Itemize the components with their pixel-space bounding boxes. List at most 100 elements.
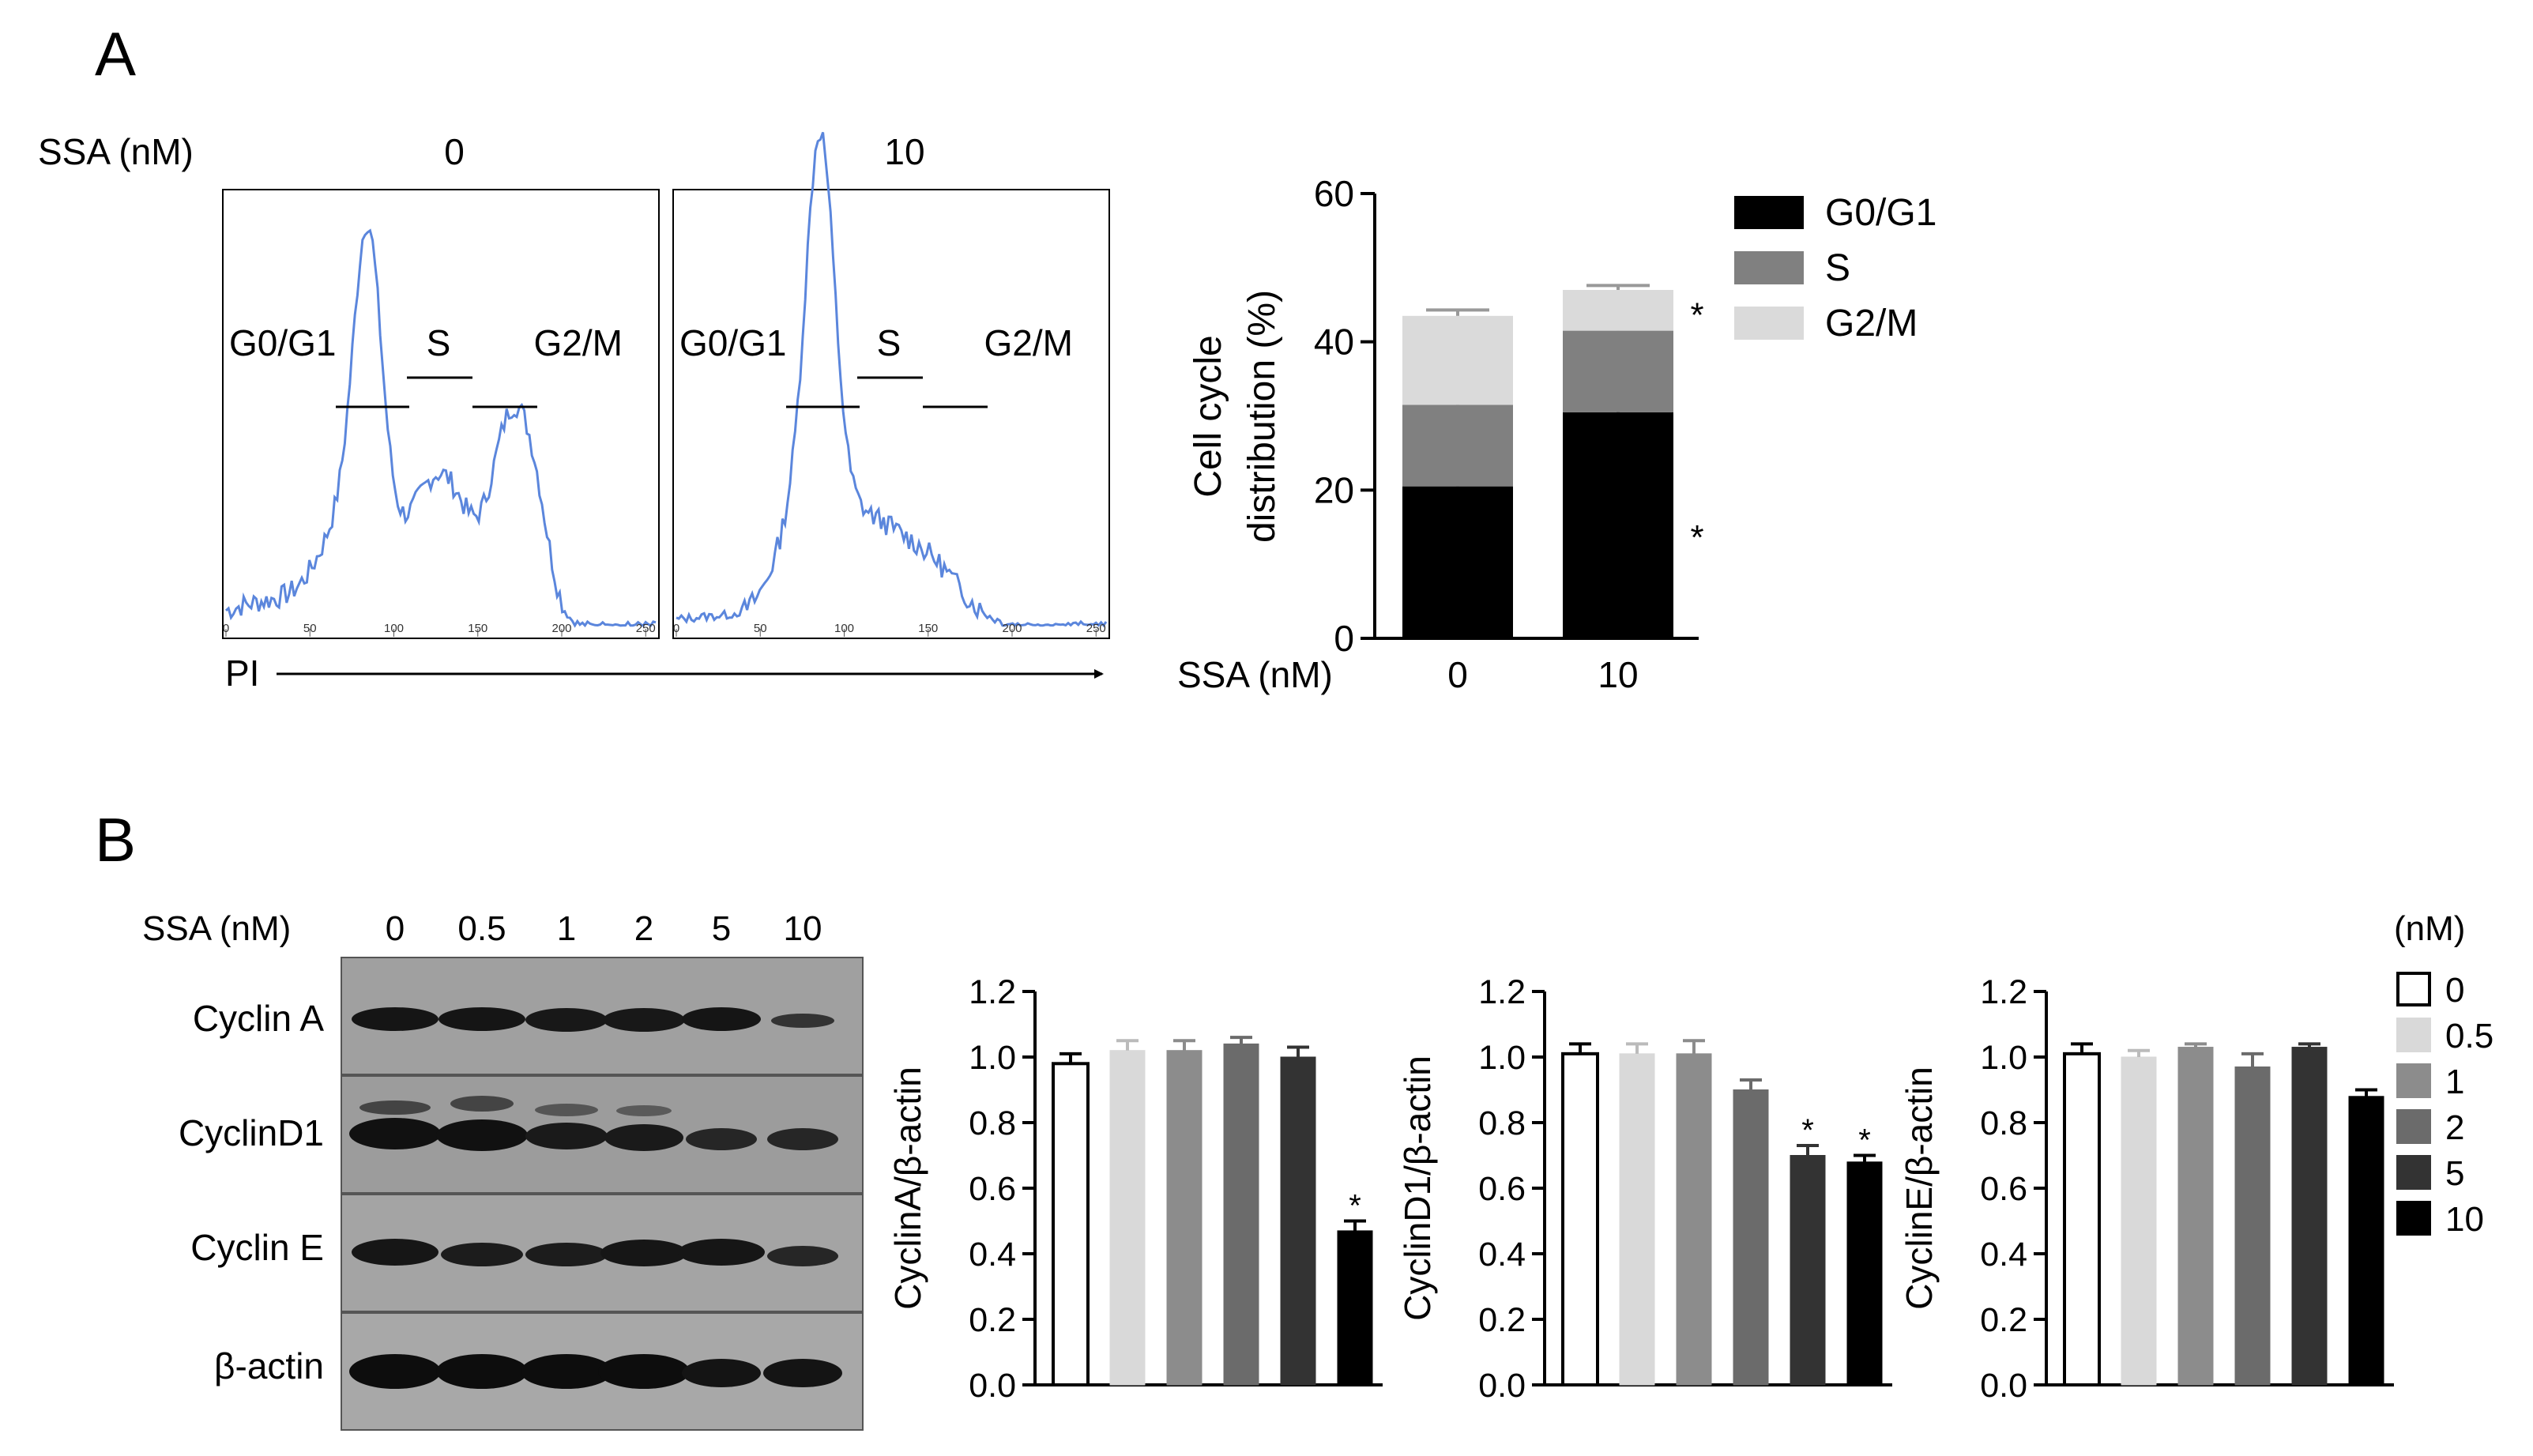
y-tick-label: 0.2 [1980,1301,2027,1339]
legend-label: G2/M [1825,303,1918,344]
histogram-tick-label: 0 [223,622,229,635]
bar [1676,1053,1712,1386]
histogram-frame-0 [222,189,660,639]
blot-dose-label: 5 [712,909,731,948]
bar [1109,1050,1146,1386]
blot-cyclin-a [341,957,864,1075]
y-axis-label-line: distribution (%) [1241,290,1283,543]
bar [2348,1096,2384,1386]
legend-swatch [2396,1063,2431,1098]
y-tick-label: 0.2 [1478,1301,1526,1339]
significance-star: * [1858,1123,1871,1158]
y-tick-label: 0.0 [1980,1367,2027,1405]
panel-a-label: A [95,19,136,88]
pi-axis-label: PI [225,653,259,694]
bar [1337,1230,1373,1386]
bar-g2m [1402,315,1513,405]
bar [1166,1050,1203,1386]
legend-label: 5 [2445,1154,2464,1193]
y-tick-label: 0.8 [1478,1104,1526,1142]
histogram-trace-0 [224,228,657,628]
gate-label-g2m-0: G2/M [534,322,623,363]
y-axis-label: CyclinD1/β-actin [1397,1055,1438,1321]
y-tick-label: 0.4 [1478,1236,1526,1274]
significance-star: * [1349,1189,1361,1224]
y-tick-label: 0 [1334,618,1354,659]
legend-swatch [2396,1201,2431,1236]
blot-label-cyclin-e: Cyclin E [190,1227,324,1268]
legend-swatch [2396,1155,2431,1190]
bar [1561,1052,1599,1386]
bar-s [1402,404,1513,487]
legend-label: 0.5 [2445,1017,2493,1055]
y-tick-label: 0.0 [1478,1367,1526,1405]
legend-label: 2 [2445,1108,2464,1147]
histogram-tick-label: 100 [834,622,854,635]
bar-g2m [1563,289,1673,331]
histogram-tick-label: 0 [673,622,679,635]
y-tick-label: 0.6 [1478,1170,1526,1208]
histogram-tick-label: 200 [1002,622,1022,635]
bar-g0g1 [1402,486,1513,638]
y-tick-label: 1.2 [969,973,1016,1011]
bar [2063,1052,2101,1386]
legend-title-nm: (nM) [2394,909,2465,948]
bar [1619,1053,1655,1386]
bar [1733,1089,1769,1386]
panel-b-label: B [95,805,136,875]
y-axis-label: CyclinA/β-actin [887,1067,928,1310]
bar [1280,1056,1316,1386]
y-tick-label: 0.0 [969,1367,1016,1405]
legend-swatch [1734,196,1804,229]
blot-cyclin-d1 [341,1075,864,1194]
gate-label-g2m-10: G2/M [984,322,1073,363]
panel-a-ssa-label: SSA (nM) [38,131,194,172]
y-tick-label: 40 [1314,322,1354,363]
blot-dose-label: 10 [784,909,822,948]
bar [2121,1056,2157,1386]
y-tick-label: 1.2 [1980,973,2027,1011]
y-tick-label: 0.8 [1980,1104,2027,1142]
significance-star: * [1690,295,1703,334]
legend-swatch [1734,307,1804,340]
blot-dose-label: 2 [634,909,653,948]
panel-b-ssa-label: SSA (nM) [142,909,291,948]
y-tick-label: 0.4 [969,1236,1016,1274]
significance-star: * [1801,1113,1814,1148]
histogram-tick-label: 100 [384,622,404,635]
legend-swatch [2396,1018,2431,1052]
histogram-dose-0: 0 [444,131,465,172]
bar-s [1563,330,1673,412]
legend-swatch [2396,1109,2431,1144]
y-tick-label: 20 [1314,469,1354,510]
bar [1223,1043,1259,1386]
y-tick-label: 0.4 [1980,1236,2027,1274]
legend-label: 0 [2445,971,2464,1010]
y-tick-label: 0.8 [969,1104,1016,1142]
y-tick-label: 0.2 [969,1301,1016,1339]
blot-beta-actin [341,1312,864,1431]
histogram-tick-label: 250 [636,622,656,635]
y-tick-label: 60 [1314,173,1354,214]
histogram-tick-label: 250 [1086,622,1106,635]
y-axis-label: Cell cycle distribution (%) [1187,290,1283,543]
blot-label-beta-actin: β-actin [214,1345,324,1386]
histogram-tick-label: 50 [754,622,767,635]
histogram-tick-label: 200 [551,622,571,635]
y-axis-label-line: Cell cycle [1187,335,1229,497]
histogram-tick-label: 150 [918,622,938,635]
legend-label: S [1825,247,1850,289]
histogram-tick-label: 50 [303,622,317,635]
x-tick-label: 10 [1598,654,1638,695]
bar [1790,1155,1826,1386]
blot-dose-label: 0.5 [457,909,506,948]
gate-label-g0g1-10: G0/G1 [679,322,787,363]
legend-label: G0/G1 [1825,192,1936,234]
bar-g0g1 [1563,412,1673,638]
histogram-tick-label: 150 [468,622,487,635]
legend-swatch [1734,251,1804,284]
blot-dose-label: 0 [386,909,405,948]
significance-star: * [1690,518,1703,557]
blot-label-cyclin-d1: CyclinD1 [179,1112,324,1153]
